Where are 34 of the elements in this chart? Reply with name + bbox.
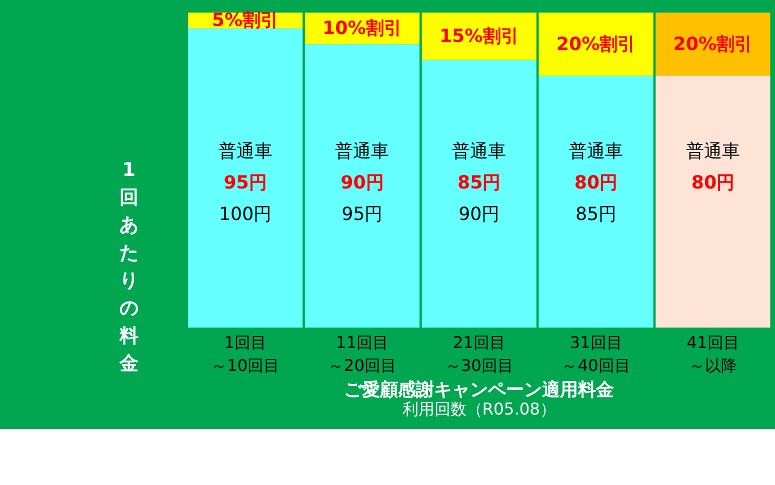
data-label: 95円 [224,172,267,194]
annotation: 普通車 [452,140,506,162]
bar [656,76,770,328]
data-label: 20%割引 [673,34,753,55]
y-axis-title: 1回あたりの料金 [118,158,138,375]
annotation: 普通車 [686,140,740,162]
bar [304,44,420,328]
data-label: 90円 [340,172,384,194]
data-label: 5%割引 [212,10,279,32]
bar [422,60,536,328]
bar [538,76,654,328]
x-tick-label: 1回目～10回目 [210,333,280,376]
data-label: 80円 [574,172,618,194]
text: ご愛顧感謝キャンペーン適用料金 [344,379,614,400]
annotation: 普通車 [218,140,272,162]
x-tick-label: 21回目～30回目 [444,333,514,376]
bar [656,12,770,76]
annotation: 85円 [575,204,617,225]
bar [538,12,654,76]
x-tick-label: 11回目～20回目 [328,333,397,376]
data-label: 20%割引 [556,34,636,55]
data-label: 80円 [691,172,735,194]
x-tick-label: 31回目～40回目 [562,333,630,376]
data-label: 10%割引 [322,18,402,40]
data-label: 15%割引 [439,26,519,47]
annotation: 95円 [342,204,383,225]
annotation: 100円 [219,204,272,225]
data-label: 85円 [458,172,501,194]
annotation: 普通車 [569,140,624,162]
bar [188,28,303,328]
annotation: 普通車 [335,140,390,162]
x-axis-title: 利用回数（R05.08） [402,399,556,418]
annotation: 90円 [458,204,500,225]
x-tick-label: 41回目～以降 [686,333,740,376]
